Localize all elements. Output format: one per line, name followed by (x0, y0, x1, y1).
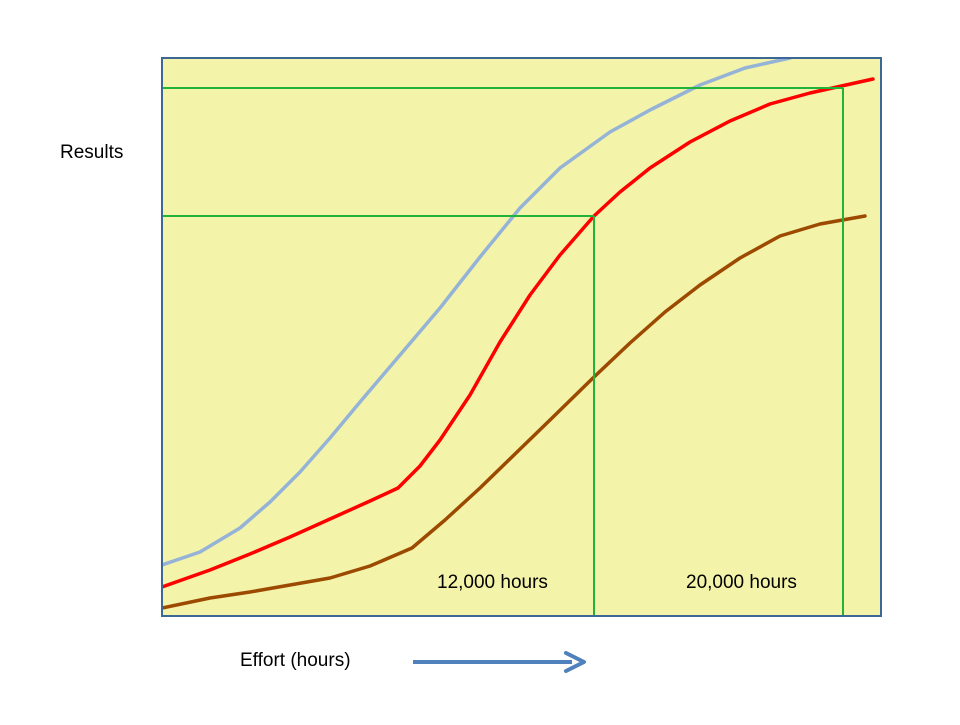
middle-curve (162, 77, 875, 589)
arrow-head (564, 651, 586, 673)
marker-label: 12,000 hours (437, 572, 548, 593)
marker-label: 20,000 hours (686, 572, 797, 593)
curves (162, 58, 875, 610)
upper-curve (162, 58, 792, 567)
plot-border (161, 57, 882, 617)
plot-area (162, 58, 881, 616)
x-axis-label: Effort (hours) (240, 650, 351, 671)
y-axis-label: Results (60, 142, 123, 163)
lower-curve (162, 214, 867, 610)
